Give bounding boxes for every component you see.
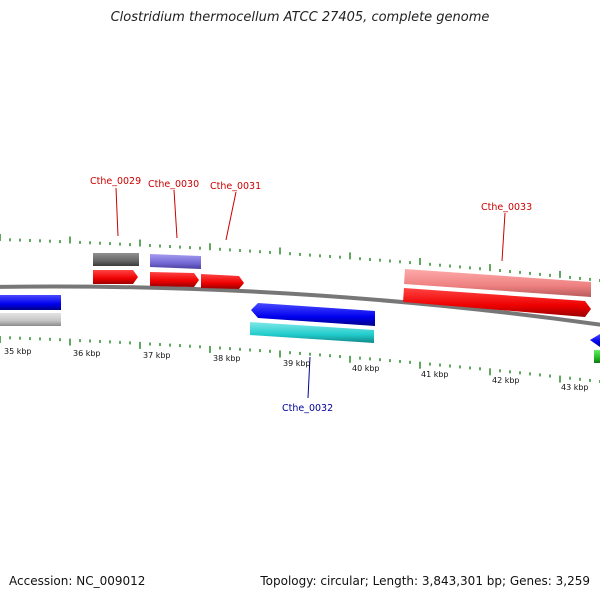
gene-arrow-cthe-0032[interactable] xyxy=(251,303,375,326)
gene-arrow-cthe-0030[interactable] xyxy=(150,272,199,287)
gene-label-cthe-0033[interactable]: Cthe_0033 xyxy=(481,202,532,213)
salmon-feature[interactable] xyxy=(404,269,591,297)
leader-line-cthe-0029 xyxy=(115,187,119,237)
kbp-label: 40 kbp xyxy=(352,364,380,373)
kbp-label: 39 kbp xyxy=(283,359,311,368)
map-title: Clostridium thermocellum ATCC 27405, com… xyxy=(110,10,490,25)
gene-arrow-cthe-0033[interactable] xyxy=(403,288,591,317)
green-feature-right[interactable] xyxy=(594,350,600,363)
leader-line-cthe-0030 xyxy=(173,189,178,239)
accession-text: Accession: NC_009012 xyxy=(9,574,146,588)
kbp-label: 43 kbp xyxy=(561,383,589,392)
kbp-label: 41 kbp xyxy=(421,370,449,379)
gene-arrow-cthe-0029[interactable] xyxy=(93,270,138,284)
blue-feature-right[interactable] xyxy=(590,334,600,347)
cyan-feature[interactable] xyxy=(250,322,374,343)
gene-label-cthe-0030[interactable]: Cthe_0030 xyxy=(148,179,199,190)
genome-backbone xyxy=(0,284,600,327)
kbp-label: 36 kbp xyxy=(73,349,101,358)
kbp-label: 38 kbp xyxy=(213,354,241,363)
kbp-label: 42 kbp xyxy=(492,376,520,385)
blue-feature-left[interactable] xyxy=(0,295,61,310)
gray-feature[interactable] xyxy=(93,253,139,266)
gene-arrow-cthe-0031[interactable] xyxy=(201,274,244,289)
kbp-label: 37 kbp xyxy=(143,351,171,360)
leader-line-cthe-0032 xyxy=(307,356,311,399)
gene-label-cthe-0029[interactable]: Cthe_0029 xyxy=(90,176,141,187)
leader-line-cthe-0031 xyxy=(225,191,237,241)
kbp-label: 35 kbp xyxy=(4,347,32,356)
lower-tick-ruler xyxy=(0,336,600,383)
gene-label-cthe-0032[interactable]: Cthe_0032 xyxy=(282,403,333,414)
genome-summary-text: Topology: circular; Length: 3,843,301 bp… xyxy=(260,574,590,588)
gene-label-cthe-0031[interactable]: Cthe_0031 xyxy=(210,181,261,192)
leader-line-cthe-0033 xyxy=(501,212,506,262)
silver-feature-left[interactable] xyxy=(0,313,61,326)
lavender-feature[interactable] xyxy=(150,254,201,269)
upper-tick-ruler xyxy=(0,234,600,282)
